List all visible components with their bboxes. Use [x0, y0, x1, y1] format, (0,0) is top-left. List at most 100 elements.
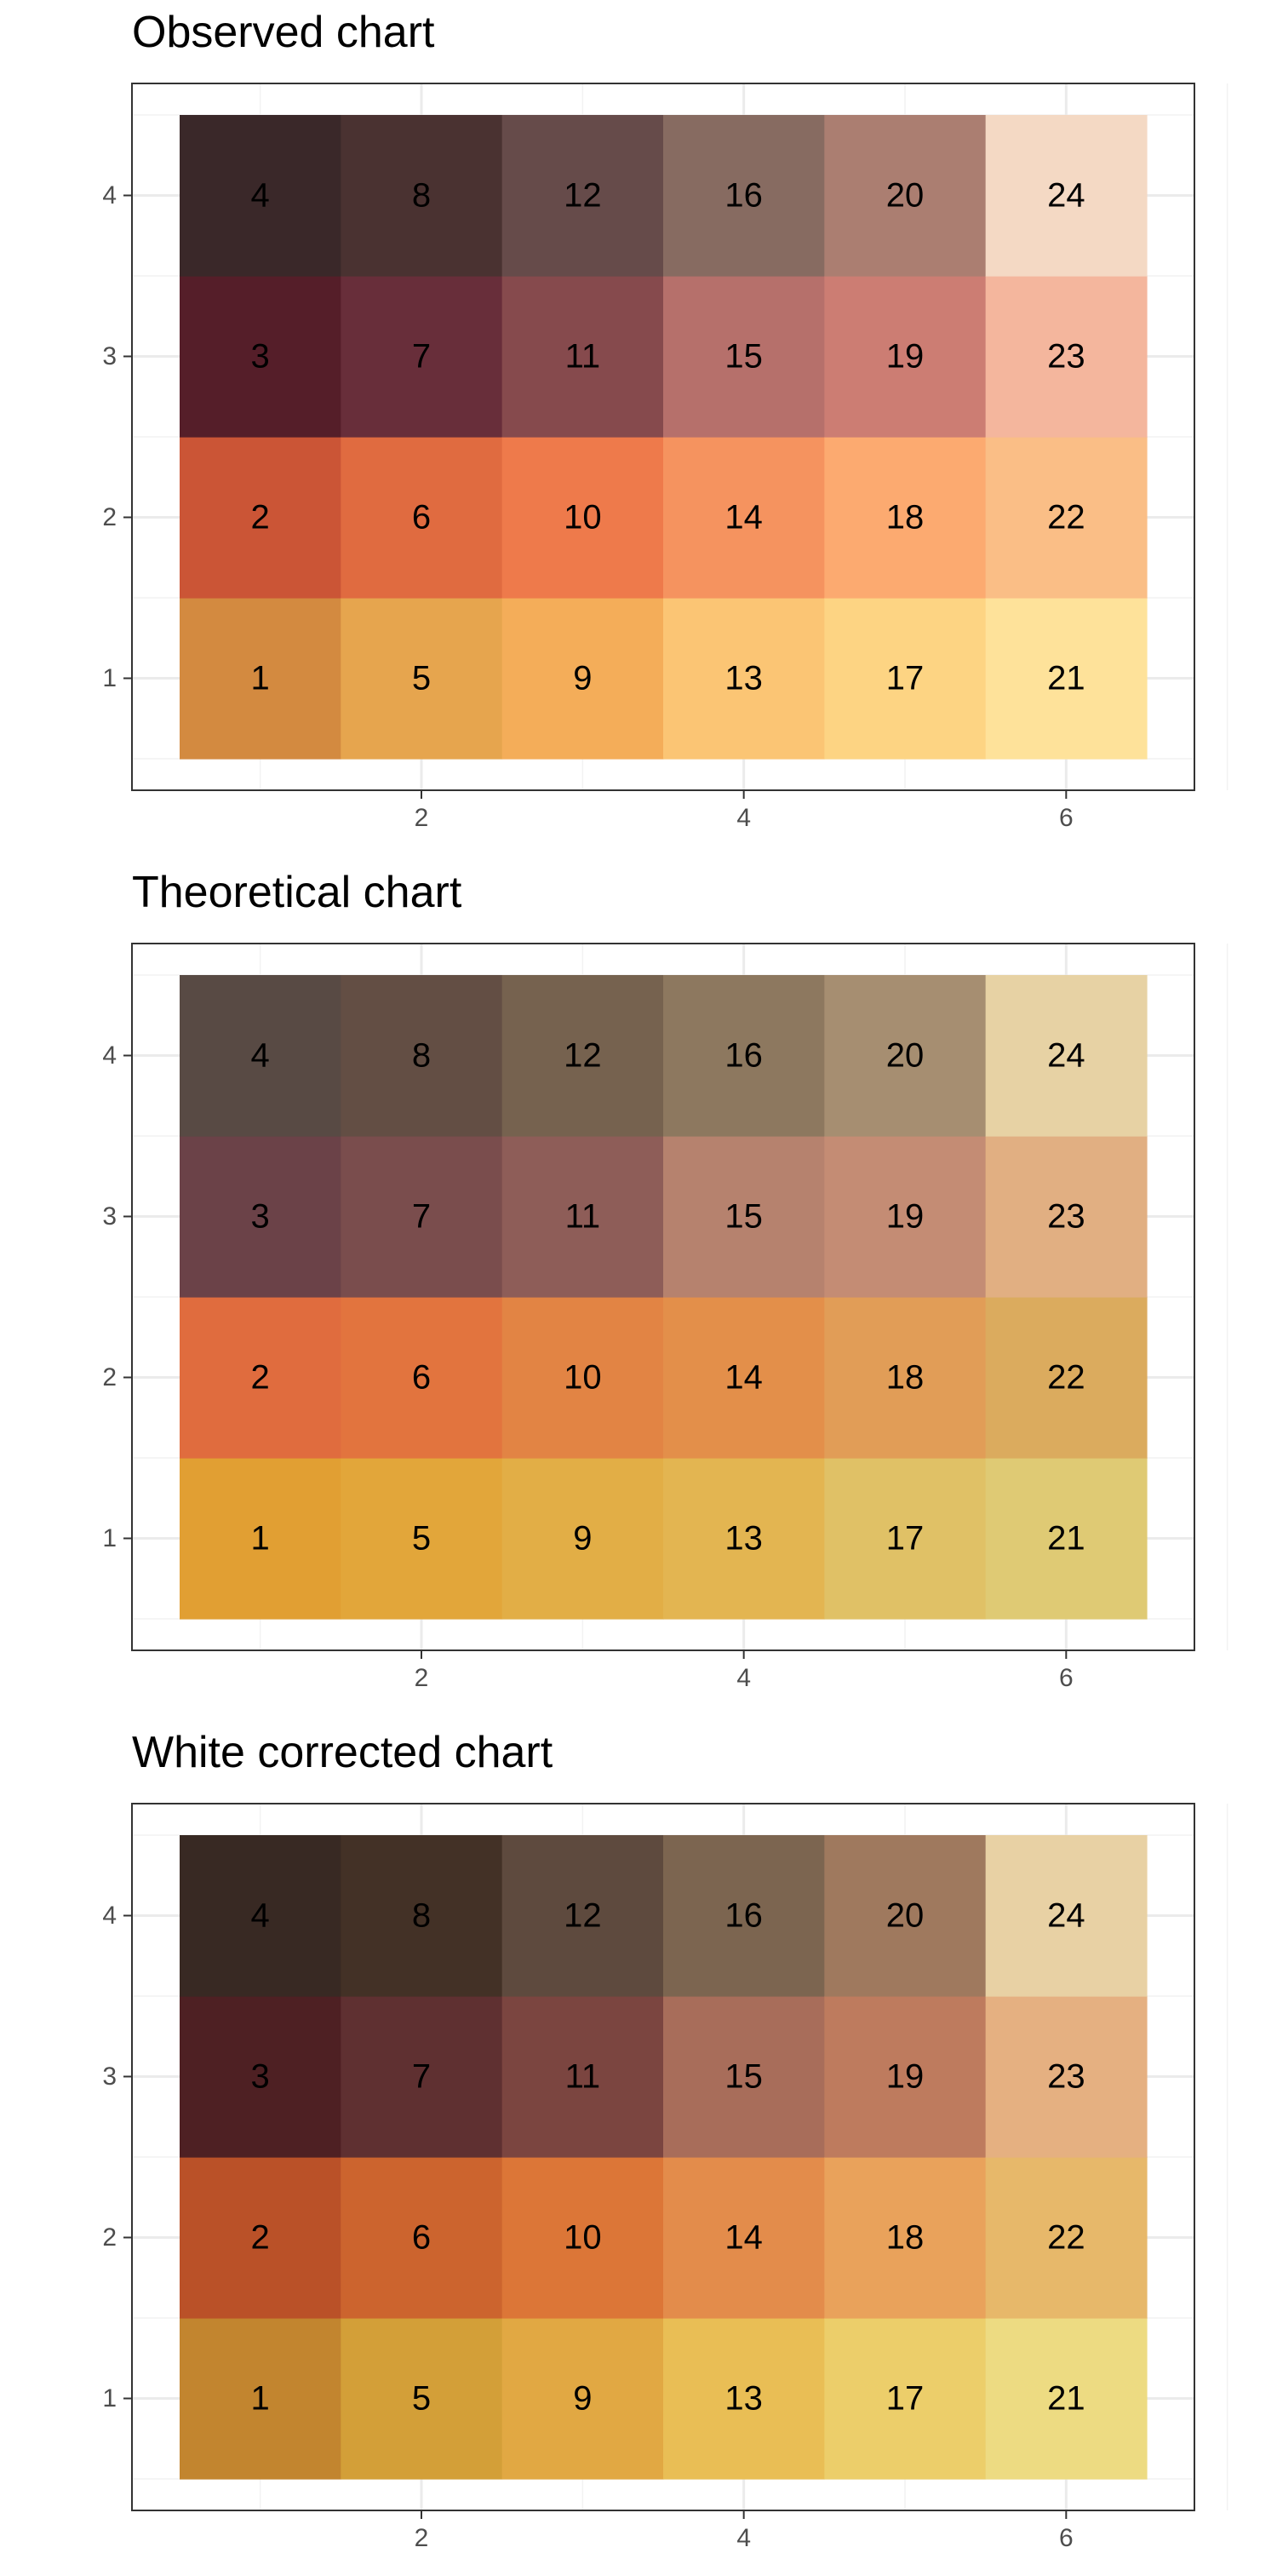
tile-label: 17 [886, 1520, 925, 1558]
x-tick-label: 2 [415, 1664, 429, 1692]
tile-label: 22 [1047, 499, 1085, 536]
panel-border [131, 943, 1195, 1651]
heatmap-tile [501, 1835, 664, 1997]
x-tick-label: 6 [1059, 804, 1074, 832]
tile-label: 16 [724, 1897, 763, 1935]
heatmap-tile [501, 2318, 664, 2480]
heatmap-tile [985, 1996, 1148, 2158]
tile-label: 7 [412, 2058, 431, 2096]
tile-label: 16 [724, 1037, 763, 1075]
heatmap-tile [180, 115, 341, 277]
heatmap-tile [501, 437, 664, 599]
tile-label: 1 [251, 660, 270, 697]
tile-label: 5 [412, 2380, 431, 2418]
heatmap-tile [180, 1458, 341, 1620]
x-tick-label: 4 [736, 1664, 751, 1692]
heatmap-tile [663, 276, 825, 438]
y-tick-label: 4 [102, 1041, 117, 1070]
tile-label: 19 [886, 338, 925, 376]
y-tick-label: 4 [102, 181, 117, 209]
heatmap-tile [663, 975, 825, 1137]
tile-label: 2 [251, 1359, 270, 1397]
tile-label: 16 [724, 177, 763, 215]
tile-label: 7 [412, 338, 431, 376]
heatmap-tile [985, 975, 1148, 1137]
tile-label: 19 [886, 2058, 925, 2096]
heatmap-tile [180, 1835, 341, 1997]
x-tick-label: 2 [415, 804, 429, 832]
tile-label: 24 [1047, 1037, 1085, 1075]
heatmap-tile [180, 598, 341, 760]
heatmap-tile [985, 2318, 1148, 2480]
chart-panel-observed: Observed chart 1 2 3 4 5 6 7 8 9 10 11 12 13 14 15 16 17… [0, 0, 1277, 856]
heatmap-tile [341, 598, 503, 760]
tile-label: 20 [886, 177, 925, 215]
chart-title: Theoretical chart [132, 868, 462, 917]
tile-label: 14 [724, 499, 763, 536]
heatmap-tile [663, 2318, 825, 2480]
heatmap-tile [501, 1996, 664, 2158]
tile-label: 21 [1047, 2380, 1085, 2418]
y-tick-label: 3 [102, 1202, 117, 1231]
tile-label: 10 [564, 2219, 602, 2257]
tile-label: 8 [412, 177, 431, 215]
heatmap-tile [180, 1136, 341, 1298]
heatmap-tile [985, 2157, 1148, 2319]
tile-label: 13 [724, 2380, 763, 2418]
y-tick-label: 4 [102, 1902, 117, 1930]
tile-label: 6 [412, 499, 431, 536]
heatmap-tile [341, 1996, 503, 2158]
panel-border [131, 83, 1195, 791]
tile-label: 1 [251, 2380, 270, 2418]
heatmap-tile [180, 975, 341, 1137]
heatmap-tile [985, 598, 1148, 760]
tile-label: 12 [564, 177, 602, 215]
heatmap-tile [663, 1835, 825, 1997]
heatmap-tile [341, 1458, 503, 1620]
heatmap-tile [663, 2157, 825, 2319]
chart-panel-white-corrected: White corrected chart 1 2 3 4 5 6 7 8 9 10 11 12 13 1… [0, 1720, 1277, 2576]
heatmap-tile [341, 1297, 503, 1459]
x-tick-label: 4 [736, 2524, 751, 2552]
heatmap-tile [985, 1458, 1148, 1620]
heatmap-tile [663, 1136, 825, 1298]
heatmap-tile [341, 1835, 503, 1997]
heatmap-tile [501, 2157, 664, 2319]
heatmap-tile [824, 1136, 987, 1298]
chart-title: Observed chart [132, 8, 435, 57]
y-tick-label: 3 [102, 342, 117, 370]
tile-label: 9 [573, 2380, 592, 2418]
tile-label: 18 [886, 499, 925, 536]
heatmap-tile [824, 1297, 987, 1459]
tile-label: 3 [251, 338, 270, 376]
heatmap-tile [824, 2157, 987, 2319]
tile-label: 18 [886, 2219, 925, 2257]
tile-label: 3 [251, 1198, 270, 1236]
heatmap-tile [501, 975, 664, 1137]
white-corrected-chart: 1234567891011121314151617181920212223242… [102, 1803, 1228, 2552]
heatmap-tile [824, 975, 987, 1137]
x-tick-label: 6 [1059, 2524, 1074, 2552]
tile-label: 13 [724, 1520, 763, 1558]
tile-label: 8 [412, 1897, 431, 1935]
tile-label: 8 [412, 1037, 431, 1075]
x-tick-label: 6 [1059, 1664, 1074, 1692]
tile-label: 24 [1047, 177, 1085, 215]
theoretical-chart: 1234567891011121314151617181920212223242… [102, 943, 1228, 1692]
tile-label: 7 [412, 1198, 431, 1236]
heatmap-tile [341, 437, 503, 599]
tile-label: 10 [564, 499, 602, 536]
tile-label: 6 [412, 1359, 431, 1397]
tile-label: 6 [412, 2219, 431, 2257]
y-tick-label: 2 [102, 1363, 117, 1391]
heatmap-tile [824, 276, 987, 438]
heatmap-tile [501, 115, 664, 277]
tile-label: 15 [724, 338, 763, 376]
tile-label: 14 [724, 1359, 763, 1397]
heatmap-tile [180, 1297, 341, 1459]
tile-label: 17 [886, 660, 925, 697]
heatmap-tile [985, 1297, 1148, 1459]
tile-label: 4 [251, 1897, 270, 1935]
heatmap-tile [663, 1996, 825, 2158]
tile-label: 13 [724, 660, 763, 697]
